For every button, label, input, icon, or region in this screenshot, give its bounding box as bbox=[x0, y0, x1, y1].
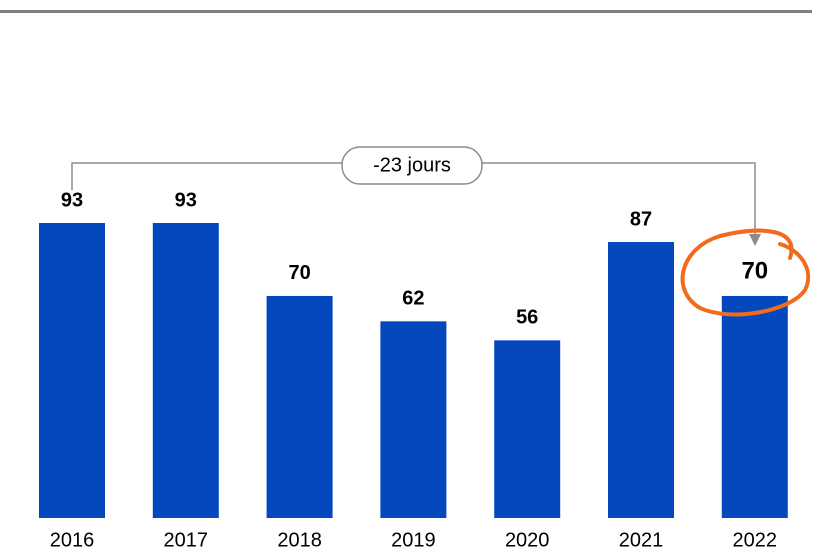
value-label: 70 bbox=[288, 262, 310, 284]
value-label: 93 bbox=[61, 189, 83, 211]
top-rule bbox=[0, 10, 812, 13]
value-label: 56 bbox=[516, 307, 538, 329]
x-tick-label: 2022 bbox=[733, 529, 778, 551]
value-label: 70 bbox=[741, 257, 768, 284]
x-tick-label: 2021 bbox=[619, 529, 664, 551]
value-label: 87 bbox=[630, 208, 652, 230]
bar bbox=[39, 223, 105, 518]
bar bbox=[494, 340, 561, 518]
annotation-box bbox=[341, 146, 483, 185]
x-tick-label: 2020 bbox=[505, 529, 550, 551]
x-tick-label: 2018 bbox=[277, 529, 322, 551]
value-label: 62 bbox=[402, 288, 424, 310]
bar bbox=[608, 242, 674, 518]
x-tick-label: 2017 bbox=[164, 529, 209, 551]
annotation: -23 jours bbox=[373, 154, 451, 176]
connector bbox=[482, 162, 756, 236]
bar bbox=[721, 295, 788, 518]
highlight-circle bbox=[680, 228, 811, 317]
value-label: 93 bbox=[175, 189, 197, 211]
bar bbox=[266, 295, 333, 518]
arrow-head bbox=[749, 234, 761, 246]
x-tick-label: 2016 bbox=[50, 529, 95, 551]
x-tick-label: 2019 bbox=[391, 529, 436, 551]
bar bbox=[152, 223, 219, 518]
connector bbox=[71, 162, 342, 190]
bar bbox=[380, 321, 447, 518]
